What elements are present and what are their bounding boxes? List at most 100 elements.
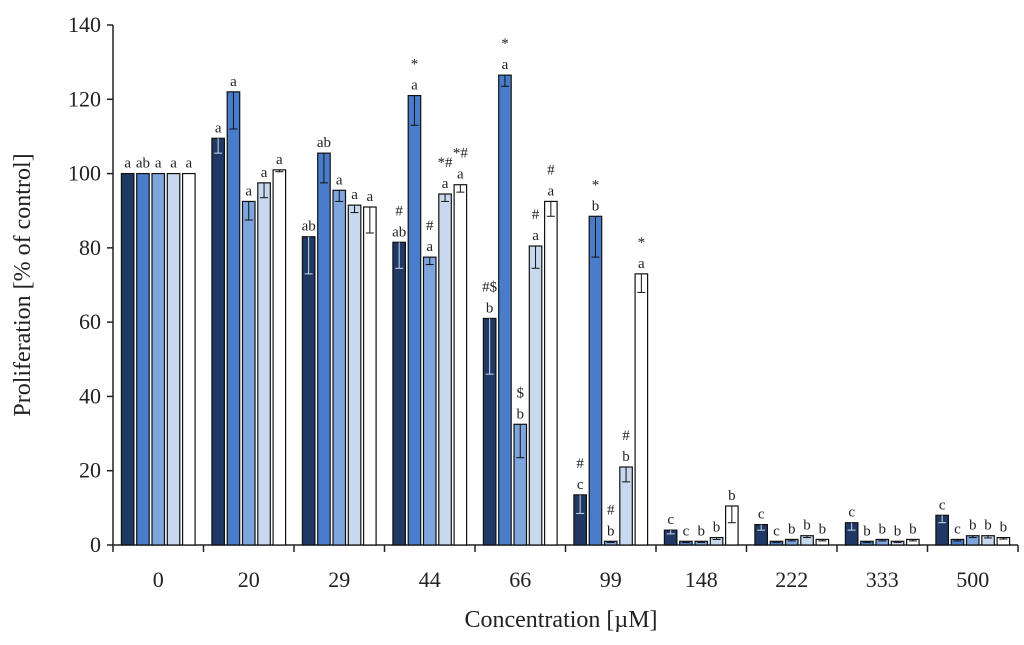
bar bbox=[453, 184, 468, 546]
bar-significance-label: a bbox=[367, 189, 374, 205]
bar-significance-label: #$ b bbox=[482, 279, 498, 316]
y-tick-label: 40 bbox=[79, 383, 101, 408]
bar bbox=[166, 172, 181, 546]
bar-significance-label: * b bbox=[592, 177, 600, 214]
bar-significance-label: *# a bbox=[453, 146, 469, 183]
bar bbox=[363, 206, 377, 546]
x-tick-label: 222 bbox=[775, 567, 808, 592]
bar-significance-label: c bbox=[667, 512, 674, 528]
bar bbox=[407, 94, 422, 546]
y-tick-label: 80 bbox=[79, 235, 101, 260]
bar-significance-label: b bbox=[909, 521, 917, 537]
bar bbox=[136, 172, 150, 546]
bar-significance-label: b bbox=[713, 520, 721, 536]
bar-significance-label: a bbox=[155, 156, 162, 172]
bar-significance-label: a bbox=[230, 74, 237, 90]
bar-significance-label: # b bbox=[607, 502, 615, 539]
x-tick-label: 29 bbox=[328, 567, 350, 592]
bar-significance-label: c bbox=[939, 497, 946, 513]
y-axis-title: Proliferation [% of control] bbox=[10, 153, 36, 416]
bar-significance-label: b bbox=[728, 488, 736, 504]
bar bbox=[588, 215, 603, 546]
bar bbox=[226, 91, 241, 546]
bar-significance-label: # ab bbox=[392, 203, 406, 240]
bar-significance-label: b bbox=[984, 518, 992, 534]
bar bbox=[151, 172, 166, 546]
bar-significance-label: * a bbox=[411, 57, 419, 94]
bar-significance-label: b bbox=[803, 518, 811, 534]
bar bbox=[528, 245, 543, 546]
y-tick-label: 120 bbox=[68, 86, 101, 111]
x-tick-label: 44 bbox=[419, 567, 441, 592]
bar-significance-label: b bbox=[819, 521, 827, 537]
bar-significance-label: a bbox=[124, 156, 131, 172]
bar-significance-label: ab bbox=[302, 219, 316, 235]
bar-significance-label: a bbox=[215, 120, 222, 136]
x-tick-label: 500 bbox=[956, 567, 989, 592]
x-axis: 0 20 29 44 66 99 148 222 333 500 bbox=[112, 544, 1019, 592]
bar-significance-label: $ b bbox=[517, 385, 525, 422]
x-tick-label: 66 bbox=[509, 567, 531, 592]
bar bbox=[317, 152, 331, 546]
bar-significance-label: c bbox=[773, 523, 780, 539]
bar-significance-label: a bbox=[336, 172, 343, 188]
y-tick-label: 100 bbox=[68, 161, 101, 186]
bar bbox=[182, 172, 196, 546]
bar-significance-label: # a bbox=[547, 162, 555, 199]
bar-significance-label: a bbox=[170, 156, 177, 172]
bar-significance-label: c bbox=[683, 523, 690, 539]
x-tick-label: 148 bbox=[685, 567, 718, 592]
bar-significance-label: c bbox=[848, 505, 855, 521]
x-tick-label: 0 bbox=[153, 567, 164, 592]
bar-significance-label: a bbox=[276, 152, 283, 168]
bar bbox=[257, 182, 271, 546]
bar bbox=[422, 256, 437, 546]
bar-significance-label: * a bbox=[638, 235, 646, 272]
bar-significance-label: b bbox=[879, 521, 887, 537]
bar-significance-label: ab bbox=[317, 135, 331, 151]
bar-significance-label: b bbox=[894, 523, 902, 539]
y-tick-label: 140 bbox=[68, 12, 101, 37]
bar bbox=[332, 189, 347, 546]
bar bbox=[543, 200, 558, 546]
x-tick-label: 20 bbox=[238, 567, 260, 592]
bar bbox=[347, 204, 362, 546]
bar-significance-label: ab bbox=[136, 156, 150, 172]
bars bbox=[120, 74, 1011, 546]
bar-significance-label: b bbox=[788, 521, 796, 537]
y-tick-label: 0 bbox=[90, 532, 101, 557]
bar-significance-label: # a bbox=[426, 218, 434, 255]
bar bbox=[438, 193, 452, 546]
bar bbox=[272, 169, 287, 546]
bar bbox=[392, 241, 406, 546]
bar-significance-label: a bbox=[351, 187, 358, 203]
bar-significance-label: b bbox=[863, 523, 871, 539]
bar bbox=[211, 137, 225, 546]
y-axis: 0 20 40 60 80 100 120 140 bbox=[68, 12, 114, 557]
bar-significance-label: b bbox=[969, 518, 977, 534]
bar bbox=[120, 172, 135, 546]
bar-significance-label: b bbox=[1000, 520, 1008, 536]
x-tick-label: 333 bbox=[866, 567, 899, 592]
bar-significance-label: # b bbox=[622, 428, 630, 465]
bar bbox=[301, 236, 316, 546]
bar-significance-label: b bbox=[698, 523, 706, 539]
bar-significance-label: # c bbox=[576, 456, 584, 493]
bar-significance-label: c bbox=[758, 507, 765, 523]
bar-significance-label: # a bbox=[532, 207, 540, 244]
bar bbox=[241, 200, 256, 546]
bar bbox=[634, 273, 649, 546]
bar-significance-label: * a bbox=[501, 36, 509, 73]
bar-significance-label: c bbox=[954, 521, 961, 537]
y-tick-label: 60 bbox=[79, 309, 101, 334]
x-axis-title: Concentration [µM] bbox=[464, 607, 657, 633]
bar-significance-label: a bbox=[245, 183, 252, 199]
bar bbox=[498, 74, 512, 546]
bar-significance-label: *# a bbox=[438, 155, 454, 192]
bar-significance-label: a bbox=[261, 165, 268, 181]
y-tick-label: 20 bbox=[79, 458, 101, 483]
bar-significance-label: a bbox=[186, 156, 193, 172]
x-tick-label: 99 bbox=[600, 567, 622, 592]
